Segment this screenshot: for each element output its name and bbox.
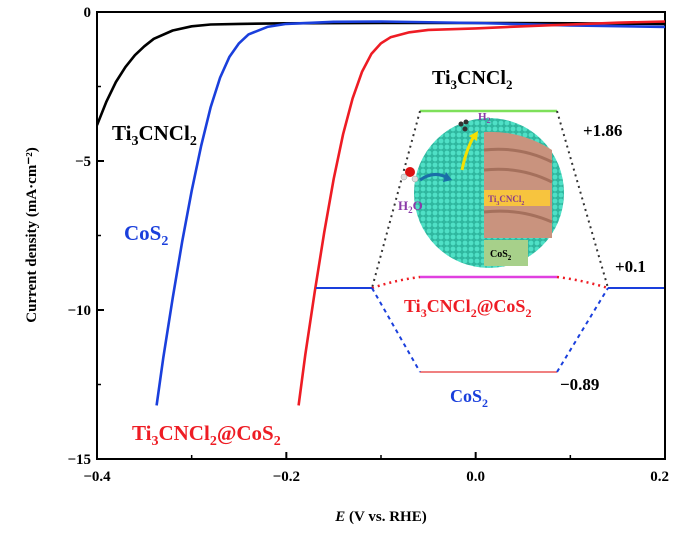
level-top-value: +1.86 [583, 121, 622, 140]
level-bottom-value: −0.89 [560, 375, 599, 394]
y-tick-label: −15 [67, 452, 91, 468]
x-tick-label: 0.2 [650, 469, 669, 485]
h2-label: H2 [478, 111, 491, 125]
x-tick-label: −0.2 [273, 469, 300, 485]
inner-layer-cutaway [484, 131, 552, 238]
connector-bottom-left [371, 287, 421, 373]
connector-mid-left [371, 275, 421, 290]
connector-top-left [371, 110, 421, 289]
inset-title: Ti3CNCl2 [432, 67, 512, 92]
hydrogen-arrow [460, 135, 476, 171]
connector-bottom-right [556, 287, 609, 373]
y-tick-label: −10 [67, 303, 91, 319]
x-axis-title: E (V vs. RHE) [334, 509, 426, 525]
series-line-2 [297, 20, 665, 406]
x-tick-label: −0.4 [83, 469, 111, 485]
series-layer [97, 20, 665, 406]
connector-top-right [556, 110, 609, 289]
y-tick-label: 0 [84, 5, 92, 21]
series-line-1 [155, 20, 665, 406]
series-line-0 [97, 21, 665, 126]
x-axis-ticks: −0.4 −0.2 0.0 0.2 [83, 452, 669, 485]
series-label-cos2: CoS2 [124, 221, 168, 249]
y-tick-label: −5 [75, 154, 91, 170]
y-axis-title: Current density (mA·cm⁻²) [24, 147, 40, 322]
band-alignment-inset: Ti3CNCl2 +1.86 +0.1 −0.89 Ti3CNCl2@CoS2 … [316, 67, 664, 410]
h2o-label: H2O [398, 198, 423, 215]
connector-mid-right [556, 275, 609, 290]
svg-text:Ti3CNCl2: Ti3CNCl2 [488, 194, 524, 207]
water-molecule [400, 167, 419, 183]
mid-level-label: Ti3CNCl2@CoS2 [404, 296, 531, 320]
hydrogen-molecule [458, 119, 469, 132]
level-mid-value: +0.1 [615, 257, 646, 276]
y-axis-ticks: 0 −5 −10 −15 [67, 5, 104, 468]
series-label-ti3cncl2: Ti3CNCl2 [112, 121, 197, 149]
core-box [484, 240, 528, 266]
x-tick-label: 0.0 [466, 469, 485, 485]
svg-text:CoS2: CoS2 [490, 249, 512, 262]
series-label-composite: Ti3CNCl2@CoS2 [132, 421, 281, 449]
bottom-level-label: CoS2 [450, 386, 488, 410]
core-shell-sphere: Ti3CNCl2 CoS2 [414, 118, 564, 268]
